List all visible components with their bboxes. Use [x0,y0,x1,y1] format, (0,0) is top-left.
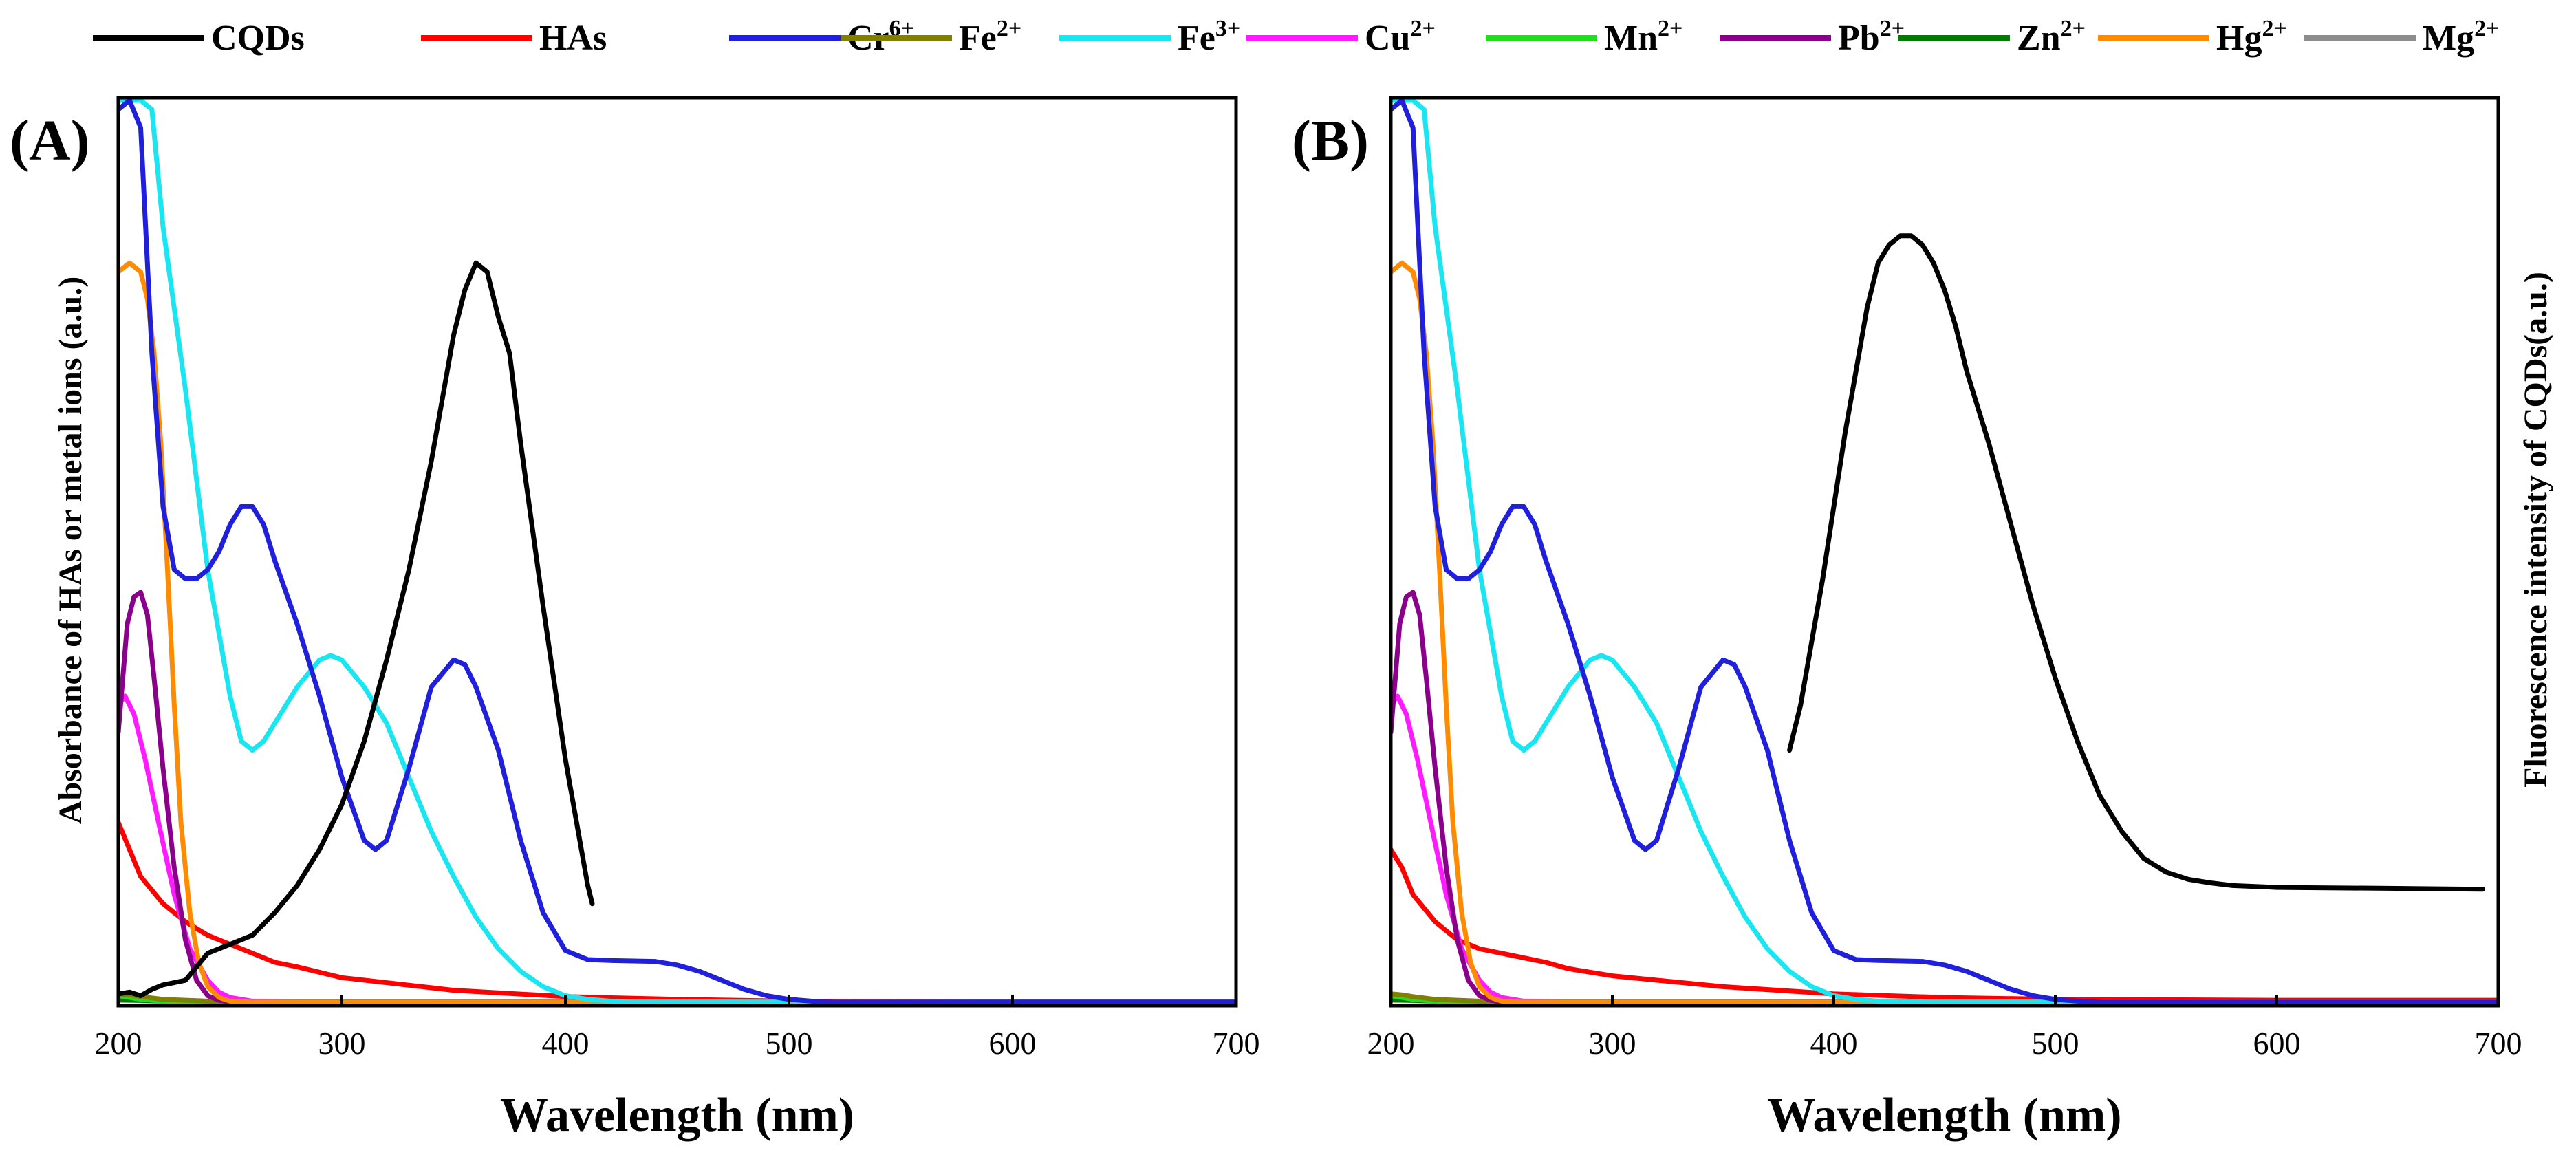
legend-item-has: HAs [421,19,607,58]
x-tick-label: 500 [2032,1026,2079,1061]
series-line-cr6plus [1391,98,2498,1005]
panel-b: 200 300 400 500 600 700 (B) Wavelength (nm) Fluo… [1292,96,2554,1142]
x-tick-label: 200 [95,1026,142,1061]
legend-item-mg2plus: Mg2+ [2304,16,2499,58]
legend-label: Fe3+ [1178,16,1240,58]
legend-label: Fe2+ [959,16,1021,58]
legend-label-superscript: 2+ [1658,16,1682,41]
legend-label: Pb2+ [1838,16,1905,58]
y-axis-label: Absorbance of HAs or metal ions (a.u.) [52,277,89,824]
series-line-cqds [118,260,595,998]
plot-frame [1389,96,2500,1008]
x-tick-label: 600 [2253,1026,2301,1061]
panel-label: (A) [10,109,90,173]
x-tick-label: 400 [1810,1026,1858,1061]
legend-label-base: Fe [1178,19,1215,58]
legend-label: HAs [539,19,607,58]
panel-label: (B) [1292,109,1369,173]
series-line-cu2plus [1391,693,2498,1005]
legend-item-fe2plus: Fe2+ [841,16,1021,58]
series-line-fe3plus [1391,98,2498,1005]
legend-label-base: Hg [2216,19,2262,58]
series-line-pb2plus [118,590,1236,1005]
series-line-fe3plus [118,98,1236,1005]
legend-item-zn2plus: Zn2+ [1898,16,2086,58]
x-tick-label: 700 [2475,1026,2522,1061]
legend-item-hg2plus: Hg2+ [2098,16,2287,58]
legend-item-cqds: CQDs [93,19,305,58]
plot-frame [116,96,1238,1008]
legend-label: CQDs [211,19,305,58]
panel-a: 200 300 400 500 600 700 (A) Wavelength (nm) Abso… [10,96,1260,1142]
x-tick-label: 700 [1213,1026,1260,1061]
legend-label-base: CQDs [211,19,305,58]
legend-item-cu2plus: Cu2+ [1246,16,1436,58]
legend-label-superscript: 2+ [1410,16,1435,41]
legend-item-pb2plus: Pb2+ [1720,16,1905,58]
series-line-has [118,820,1236,1005]
series-group [1391,98,2498,1005]
legend-label-base: HAs [539,19,607,58]
legend-label: Zn2+ [2017,16,2086,58]
legend-label-superscript: 2+ [2262,16,2286,41]
legend-label: Mn2+ [1604,16,1682,58]
x-tick-label: 300 [1589,1026,1636,1061]
x-axis-label: Wavelength (nm) [500,1089,854,1142]
series-line-pb2plus [1391,590,2498,1005]
legend-label: Hg2+ [2216,16,2287,58]
series-line-has [1391,847,2498,1003]
series-line-cqds [1787,233,2485,892]
legend-label-superscript: 2+ [2474,16,2499,41]
legend-label: Cu2+ [1365,16,1436,58]
legend-label-base: Fe [959,19,997,58]
legend: CQDs HAs Cr6+ Fe2+ Fe3+ Cu2+ Mn2+ Pb2+ Zn2+ Hg2+ M… [93,16,2499,58]
legend-label-base: Mn [1604,19,1658,58]
legend-label-base: Mg [2423,19,2474,58]
x-tick-label: 400 [542,1026,589,1061]
legend-label-superscript: 2+ [997,16,1021,41]
x-tick-label: 500 [766,1026,813,1061]
series-line-cr6plus [118,98,1236,1005]
y-axis-label-right: Fluorescence intensity of CQDs(a.u.) [2518,272,2554,788]
legend-item-fe3plus: Fe3+ [1059,16,1240,58]
x-tick-label: 200 [1367,1026,1415,1061]
legend-label-base: Zn [2017,19,2061,58]
x-tick-label: 600 [989,1026,1037,1061]
series-group [118,98,1236,1005]
x-tick-label: 300 [318,1026,366,1061]
legend-label: Mg2+ [2423,16,2499,58]
legend-label-superscript: 3+ [1215,16,1240,41]
series-line-hg2plus [1391,260,2498,1005]
series-line-cu2plus [118,693,1236,1005]
series-line-hg2plus [118,260,1236,1005]
legend-label-superscript: 2+ [2061,16,2086,41]
legend-item-mn2plus: Mn2+ [1486,16,1682,58]
legend-label-base: Pb [1838,19,1880,58]
x-axis-label: Wavelength (nm) [1767,1089,2121,1142]
legend-label-base: Cu [1365,19,1410,58]
